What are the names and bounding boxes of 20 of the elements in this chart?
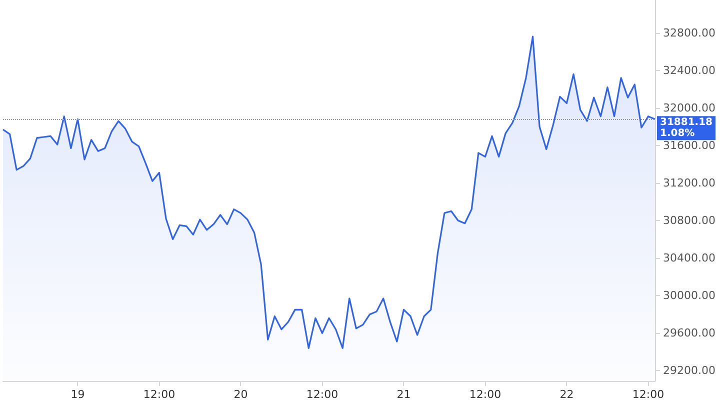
- text: 1.08%: [660, 128, 695, 140]
- x-tick-label: 19: [70, 388, 85, 401]
- y-tick-label: 30000.00: [663, 289, 716, 302]
- x-tick-label: 22: [560, 388, 574, 401]
- ref-line-label: 31881.18: [660, 117, 713, 128]
- x-tick-label: 12:00: [143, 388, 176, 401]
- x-tick-label: 20: [234, 388, 248, 401]
- x-tick-label: 12:00: [632, 388, 664, 401]
- x-tick-label: 21: [396, 388, 411, 401]
- y-tick-label: 29600.00: [663, 326, 716, 340]
- y-tick-label: 32400.00: [663, 64, 716, 77]
- x-tick-label: 12:00: [306, 388, 338, 401]
- y-tick-label: 32800.00: [663, 26, 716, 40]
- y-tick-label: 31200.00: [663, 176, 716, 190]
- x-tick-label: 12:00: [469, 388, 502, 401]
- y-tick-label: 30800.00: [663, 214, 716, 228]
- y-tick-label: 32000.00: [663, 101, 716, 114]
- y-tick-label: 31600.00: [663, 138, 716, 152]
- y-tick-label: 30400.00: [663, 252, 716, 265]
- y-tick-label: 29200.00: [663, 364, 716, 378]
